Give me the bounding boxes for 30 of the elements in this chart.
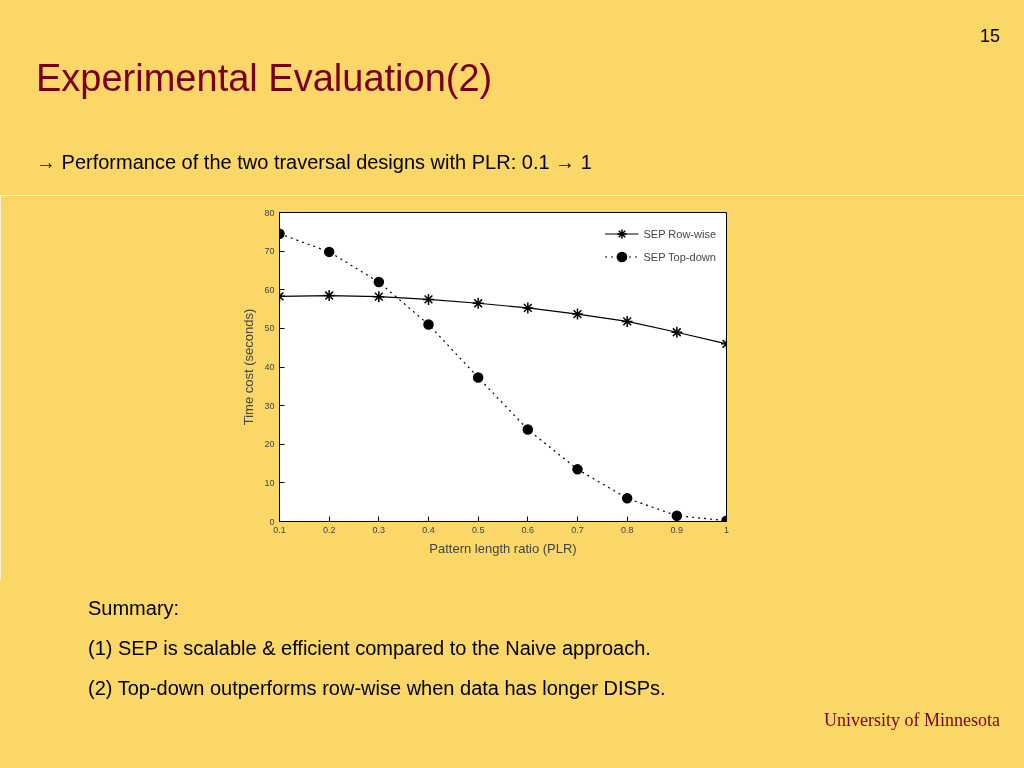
- x-tick-label: 0.8: [620, 524, 634, 535]
- x-tick-label: 0.1: [273, 524, 286, 535]
- x-axis-title: Pattern length ratio (PLR): [429, 540, 577, 556]
- x-tick-label: 0.9: [670, 524, 684, 535]
- y-tick-label: 20: [264, 439, 275, 450]
- y-tick-label: 0: [269, 516, 275, 527]
- text: (1) SEP is scalable & efficient compared to the Naive approach.: [88, 636, 652, 660]
- text: (2) Top-down outperforms row-wise when data has longer DISPs.: [88, 676, 666, 700]
- chart-title: Experimental Evaluation(2): [36, 56, 493, 101]
- x-tick-label: 0.2: [322, 524, 336, 535]
- text: Summary:: [88, 596, 181, 620]
- y-tick-label: 70: [264, 246, 275, 257]
- y-axis-title: Time cost (seconds): [241, 308, 257, 426]
- y-tick-label: 10: [264, 477, 275, 488]
- y-tick-label: 80: [264, 207, 275, 218]
- y-tick-label: 50: [264, 323, 275, 334]
- chart-subtitle: → Performance of the two traversal designs with PLR: 0.1 → 1: [36, 150, 592, 174]
- x-tick-label: 0.5: [471, 524, 485, 535]
- x-tick-label: 1: [724, 524, 730, 535]
- y-tick-label: 60: [264, 284, 275, 295]
- text: University of Minnesota: [824, 710, 1000, 732]
- text: 15: [979, 26, 1000, 48]
- x-tick-label: 0.3: [372, 524, 386, 535]
- legend-label: SEP Row-wise: [643, 226, 716, 242]
- legend-label: SEP Top-down: [643, 249, 716, 265]
- x-tick-label: 0.4: [422, 524, 435, 535]
- y-tick-label: 40: [264, 362, 275, 372]
- y-tick-label: 30: [264, 400, 275, 411]
- x-tick-label: 0.7: [571, 524, 584, 535]
- x-tick-label: 0.6: [521, 524, 535, 535]
